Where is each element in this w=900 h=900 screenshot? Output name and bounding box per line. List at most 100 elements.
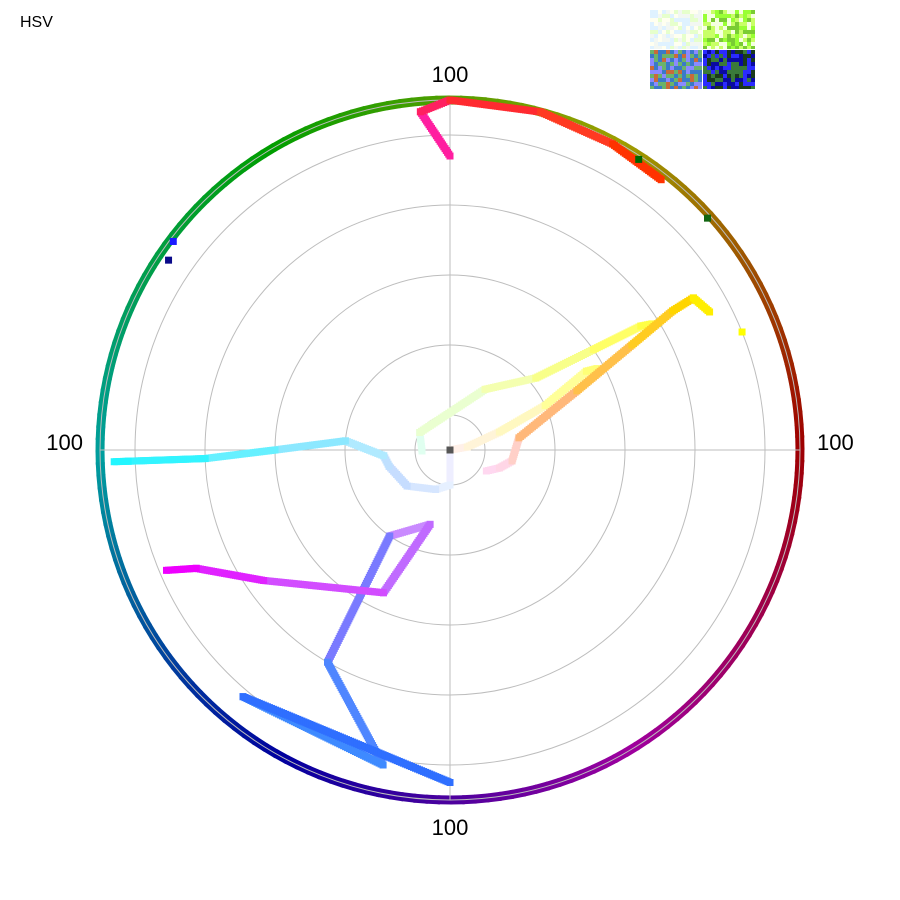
thumbnail-pixel (698, 82, 702, 86)
thumbnail-pixel (723, 18, 727, 22)
thumbnail-pixel (666, 66, 670, 70)
thumbnail-pixel (662, 26, 666, 30)
thumbnail-pixel (690, 62, 694, 66)
thumbnail-pixel (735, 62, 739, 66)
thumbnail-pixel (654, 26, 658, 30)
thumbnail-pixel (735, 50, 739, 54)
thumbnail-pixel (711, 78, 715, 82)
series-point (162, 566, 170, 574)
thumbnail-pixel (735, 54, 739, 58)
thumbnail-pixel (650, 26, 654, 30)
thumbnail-pixel (707, 62, 711, 66)
thumbnail-pixel (694, 66, 698, 70)
thumbnail-pixel (698, 42, 702, 46)
marker-point (738, 328, 746, 336)
thumbnail-pixel (731, 10, 735, 14)
thumbnail-pixel (735, 70, 739, 74)
thumbnail-pixel (698, 30, 702, 34)
thumbnail-pixel (751, 46, 755, 49)
thumbnail-pixel (678, 46, 682, 49)
thumbnail-pixel (690, 66, 694, 70)
thumbnail-pixel (727, 70, 731, 74)
thumbnail-pixel (666, 86, 670, 89)
thumbnail-pixel (670, 62, 674, 66)
axis-label-left: 100 (46, 430, 83, 455)
thumbnail-pixel (674, 78, 678, 82)
thumbnail-pixel (707, 50, 711, 54)
thumbnail-pixel (686, 82, 690, 86)
thumbnail-pixel (711, 58, 715, 62)
thumbnail-pixel (707, 82, 711, 86)
thumbnail-pixel (719, 74, 723, 78)
thumbnail-pixel (743, 18, 747, 22)
thumbnail-pixel (711, 74, 715, 78)
thumbnail-pixel (719, 54, 723, 58)
marker-point (703, 214, 711, 222)
thumbnail-pixel (743, 86, 747, 89)
thumbnail-pixel (670, 70, 674, 74)
thumbnail-pixel (727, 78, 731, 82)
series-point (446, 779, 454, 786)
thumbnail-pixel (658, 38, 662, 42)
thumbnail-pixel (666, 74, 670, 78)
thumbnail-pixel (650, 34, 654, 38)
thumbnail-pixel (703, 54, 707, 58)
thumbnail-pixel (751, 62, 755, 66)
thumbnail-pixel (735, 30, 739, 34)
thumbnail-pixel (698, 22, 702, 26)
thumbnail-pixel (682, 46, 686, 49)
thumbnail-pixel (727, 34, 731, 38)
thumbnail-pixel (670, 10, 674, 14)
thumbnail-pixel (662, 30, 666, 34)
thumbnail-pixel (678, 22, 682, 26)
thumbnail-pixel (751, 58, 755, 62)
thumbnail-pixel (650, 30, 654, 34)
thumbnail-pixel (747, 58, 751, 62)
thumbnail-pixel (682, 54, 686, 58)
thumbnail-pixel (739, 82, 743, 86)
image-thumbnails (650, 10, 756, 90)
thumbnail-pixel (674, 34, 678, 38)
thumbnail-pixel (715, 22, 719, 26)
thumbnail-pixel (727, 74, 731, 78)
thumbnail-pixel (658, 26, 662, 30)
thumbnail-pixel (703, 14, 707, 18)
thumbnail-pixel (694, 38, 698, 42)
thumbnail-pixel (654, 74, 658, 78)
thumbnail-pixel (654, 78, 658, 82)
thumbnail-pixel (698, 78, 702, 82)
series-0 (110, 437, 454, 493)
thumbnail-pixel (650, 22, 654, 26)
series-point (110, 458, 118, 466)
thumbnail-pixel (723, 50, 727, 54)
thumbnail-pixel (739, 34, 743, 38)
thumbnail-pixel (731, 50, 735, 54)
thumbnail-pixel (698, 38, 702, 42)
thumbnail-pixel (739, 62, 743, 66)
thumbnail-pixel (650, 42, 654, 46)
thumbnail-pixel (743, 58, 747, 62)
series-point (657, 176, 665, 184)
thumbnail-pixel (690, 82, 694, 86)
thumbnail-pixel (690, 42, 694, 46)
thumbnail-pixel (727, 62, 731, 66)
thumbnail-pixel (690, 22, 694, 26)
thumbnail-pixel (698, 86, 702, 89)
thumbnail-pixel (654, 46, 658, 49)
thumbnail-pixel (743, 42, 747, 46)
thumbnail-pixel (694, 46, 698, 49)
thumbnail-pixel (682, 26, 686, 30)
thumbnail-pixel (703, 78, 707, 82)
thumbnail-pixel (682, 18, 686, 22)
thumbnail-pixel (694, 50, 698, 54)
thumbnail-pixel (747, 22, 751, 26)
thumbnail-pixel (686, 46, 690, 49)
thumbnail-pixel (711, 26, 715, 30)
thumbnail-pixel (686, 54, 690, 58)
thumbnail-pixel (731, 46, 735, 49)
thumbnail-pixel (719, 58, 723, 62)
thumbnail-pixel (739, 46, 743, 49)
thumbnail-pixel (658, 66, 662, 70)
series-1 (416, 320, 656, 455)
thumbnail-pixel (703, 30, 707, 34)
